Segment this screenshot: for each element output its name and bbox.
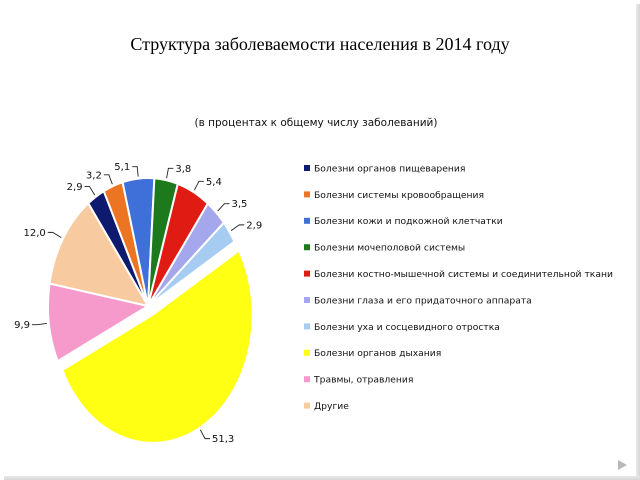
leader-line — [166, 167, 174, 179]
legend-label: Болезни кожи и подкожной клетчатки — [314, 216, 503, 227]
leader-line — [217, 203, 230, 212]
legend-swatch — [304, 191, 310, 198]
chart-legend: Болезни органов пищеварения Болезни систе… — [304, 163, 613, 412]
pie-slice — [48, 201, 151, 308]
legend-label: Болезни мочеполовой системы — [314, 243, 465, 254]
legend-swatch — [304, 402, 310, 409]
leader-line — [47, 231, 62, 239]
legend-label: Болезни уха и сосцевидного отростка — [314, 322, 500, 333]
data-label: 12,0 — [23, 228, 45, 239]
slide-shadow — [4, 476, 640, 480]
legend-label: Другие — [314, 401, 349, 412]
next-slide-icon[interactable] — [616, 459, 628, 471]
leader-line — [84, 186, 96, 196]
pie-slice — [61, 248, 254, 444]
leader-line — [199, 429, 210, 440]
pie-slice — [147, 221, 236, 307]
data-labels: 2,93,25,1 3,85,43,52,951,39,912,0 — [14, 162, 262, 445]
data-label: 2,9 — [246, 220, 262, 231]
legend-label: Травмы, отравления — [313, 375, 413, 386]
data-label: 3,5 — [231, 199, 247, 210]
slide-shadow — [636, 4, 640, 476]
pie-slice — [47, 282, 151, 363]
leader-line — [103, 174, 113, 185]
legend-swatch — [304, 376, 310, 383]
pie-slices — [47, 177, 254, 444]
leader-lines — [32, 166, 245, 440]
legend-swatch — [304, 297, 310, 303]
data-label: 3,2 — [86, 170, 102, 181]
leader-line — [32, 322, 47, 326]
legend-swatch — [304, 270, 310, 277]
legend-label: Болезни костно-мышечной системы и соедин… — [314, 269, 613, 280]
data-label: 3,8 — [175, 164, 191, 175]
data-label: 5,4 — [206, 177, 222, 188]
chart-subtitle: (в процентах к общему числу заболеваний) — [195, 117, 438, 129]
slide-title: Структура заболеваемости населения в 201… — [130, 34, 510, 54]
data-label: 5,1 — [114, 162, 130, 173]
legend-label: Болезни системы кровообращения — [314, 190, 484, 201]
legend-label: Болезни органов дыхания — [314, 348, 441, 359]
leader-line — [230, 224, 245, 232]
data-label: 2,9 — [67, 182, 83, 193]
legend-swatch — [304, 349, 310, 356]
legend-label: Болезни глаза и его придаточного аппарат… — [314, 295, 532, 306]
data-label: 51,3 — [212, 434, 234, 445]
data-label: 9,9 — [14, 320, 30, 331]
legend-swatch — [304, 165, 310, 171]
legend-swatch — [304, 217, 310, 224]
legend-swatch — [304, 244, 310, 251]
legend-label: Болезни органов пищеварения — [314, 163, 465, 174]
legend-swatch — [304, 323, 310, 330]
leader-line — [193, 180, 204, 191]
leader-line — [132, 166, 139, 177]
